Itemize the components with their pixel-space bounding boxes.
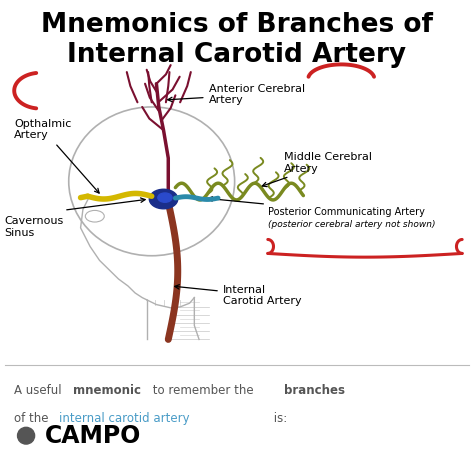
Text: Cavernous
Sinus: Cavernous Sinus [5,216,64,238]
Text: Internal
Carotid Artery: Internal Carotid Artery [175,285,301,306]
Text: Middle Cerebral
Artery: Middle Cerebral Artery [262,152,373,186]
Text: CAMPO: CAMPO [45,424,141,448]
Text: Internal Carotid Artery: Internal Carotid Artery [67,42,407,68]
Text: branches: branches [284,384,346,397]
Ellipse shape [158,193,172,202]
Text: Mnemonics of Branches of: Mnemonics of Branches of [41,12,433,38]
Text: (posterior cerebral artery not shown): (posterior cerebral artery not shown) [268,220,435,229]
Text: A useful: A useful [14,384,65,397]
Text: mnemonic: mnemonic [73,384,141,397]
Text: to remember the: to remember the [149,384,258,397]
Text: of the: of the [14,412,53,425]
Text: Opthalmic
Artery: Opthalmic Artery [14,119,99,193]
Text: internal carotid artery: internal carotid artery [59,412,190,425]
Text: Anterior Cerebral
Artery: Anterior Cerebral Artery [168,84,305,105]
Circle shape [18,427,35,444]
Text: Posterior Communicating Artery: Posterior Communicating Artery [208,197,425,217]
Ellipse shape [149,189,178,209]
Text: is:: is: [270,412,287,425]
